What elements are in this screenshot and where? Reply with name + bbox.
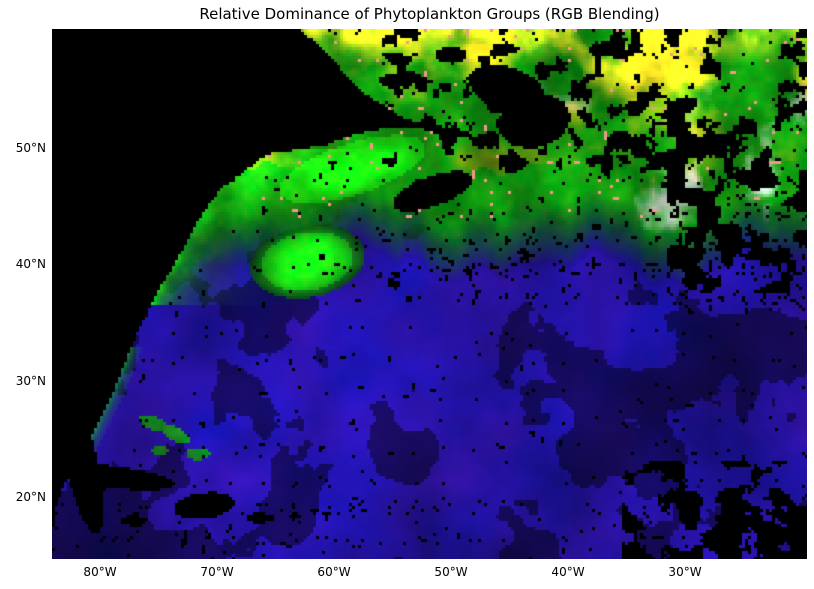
x-tick-80w: 80°W	[83, 565, 117, 579]
y-tick-30n: 30°N	[15, 374, 46, 388]
map-image	[52, 29, 807, 559]
y-tick-40n: 40°N	[15, 257, 46, 271]
y-tick-20n: 20°N	[15, 490, 46, 504]
x-tick-50w: 50°W	[434, 565, 468, 579]
chart-title: Relative Dominance of Phytoplankton Grou…	[199, 5, 660, 23]
y-tick-50n: 50°N	[15, 141, 46, 155]
x-tick-70w: 70°W	[200, 565, 234, 579]
x-tick-40w: 40°W	[551, 565, 585, 579]
x-tick-60w: 60°W	[317, 565, 351, 579]
x-tick-30w: 30°W	[668, 565, 702, 579]
